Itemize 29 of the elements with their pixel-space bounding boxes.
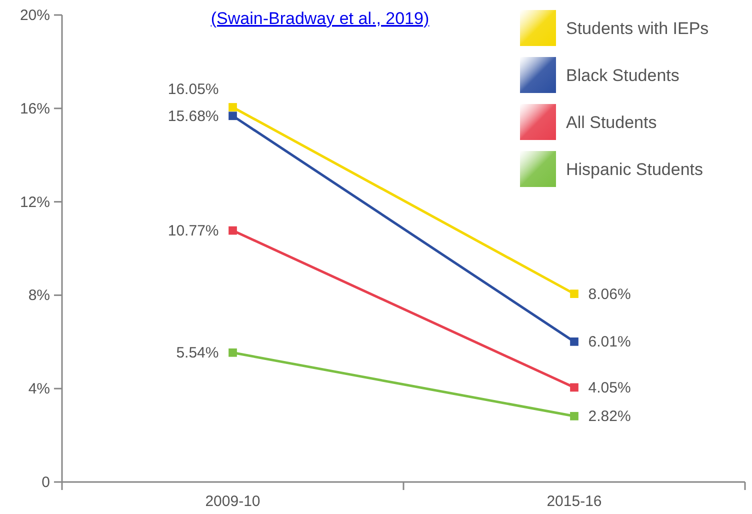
data-label: 6.01% — [588, 334, 631, 351]
point — [228, 348, 237, 357]
y-tick-label: 8% — [28, 287, 50, 304]
point — [228, 103, 237, 112]
annotation: (Swain-Bradway et al., 2019) — [210, 9, 430, 28]
data-label: 4.05% — [588, 379, 631, 396]
point — [570, 383, 578, 392]
point — [570, 412, 578, 420]
x-tick-label: 2009-10 — [205, 493, 260, 510]
data-label: 8.06% — [588, 286, 631, 303]
legend-label: All Students — [566, 113, 657, 132]
y-tick-label: 4% — [28, 380, 50, 398]
y-tick-label: 20% — [20, 7, 50, 24]
y-tick-label: 16% — [20, 100, 50, 118]
x-tick-label: 2015-16 — [546, 493, 602, 510]
point — [228, 112, 237, 120]
data-label: 10.77% — [168, 222, 219, 240]
data-label: 2.82% — [588, 408, 631, 426]
data-label: 16.05% — [168, 81, 219, 98]
legend-label: Hispanic Students — [566, 160, 704, 179]
point — [570, 290, 578, 298]
y-tick-label: 0 — [42, 474, 50, 491]
data-label: 5.54% — [176, 344, 219, 362]
point — [228, 226, 237, 235]
legend-label: Black Students — [566, 66, 680, 85]
legend-label: Students with IEPs — [566, 19, 709, 38]
point — [570, 337, 578, 346]
data-label: 15.68% — [168, 108, 219, 125]
y-tick-label: 12% — [20, 194, 50, 211]
